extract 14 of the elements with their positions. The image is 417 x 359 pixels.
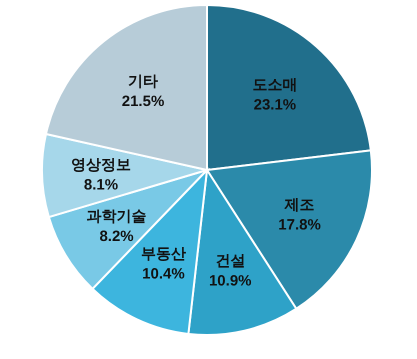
data-label: 8.2% (99, 228, 134, 246)
slice-label: 영상정보 (71, 156, 131, 174)
data-label: 17.8% (278, 216, 321, 234)
data-label: 10.4% (142, 266, 185, 283)
data-label: 10.9% (208, 272, 252, 290)
data-label: 21.5% (122, 93, 164, 110)
slice-label: 부동산 (140, 246, 186, 263)
slice-label: 기타 (128, 73, 158, 90)
data-label: 8.1% (84, 176, 118, 194)
slice-label: 제조 (284, 196, 315, 214)
slice-label: 건설 (215, 252, 246, 270)
slice-label: 과학기술 (86, 208, 147, 226)
data-label: 23.1% (254, 96, 296, 114)
slice-label: 도소매 (252, 76, 298, 94)
